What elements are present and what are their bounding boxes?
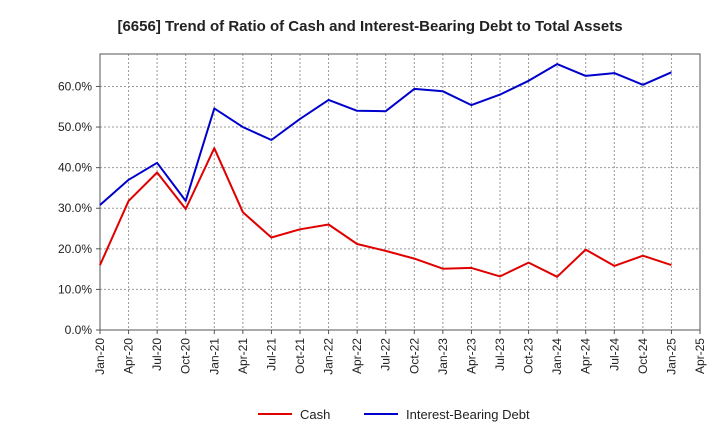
series-line-interest-bearing-debt <box>99 63 672 206</box>
x-tick-label: Apr-25 <box>693 338 707 374</box>
x-tick-label: Oct-23 <box>522 338 536 374</box>
x-tick-label: Oct-24 <box>636 338 650 374</box>
x-tick-label: Apr-24 <box>579 338 593 374</box>
x-axis: Jan-20 Apr-20 Jul-20 Oct-20 Jan-21 Apr-21 Jul-… <box>93 330 707 375</box>
y-tick-label: 60.0% <box>58 79 92 93</box>
legend: Cash Interest-Bearing Debt <box>258 407 530 422</box>
x-tick-label: Jan-23 <box>436 338 450 375</box>
x-tick-label: Jul-22 <box>379 338 393 371</box>
y-tick-label: 40.0% <box>58 161 92 175</box>
x-tick-label: Jul-23 <box>493 338 507 371</box>
plot-area <box>99 53 701 331</box>
x-tick-label: Jan-21 <box>207 338 221 375</box>
x-tick-label: Apr-21 <box>236 338 250 374</box>
x-tick-label: Apr-20 <box>122 338 136 374</box>
x-tick-label: Jan-20 <box>93 338 107 375</box>
y-tick-label: 0.0% <box>65 323 93 337</box>
legend-label: Interest-Bearing Debt <box>406 407 530 422</box>
x-tick-label: Oct-20 <box>179 338 193 374</box>
x-tick-label: Jul-20 <box>150 338 164 371</box>
y-tick-label: 20.0% <box>58 242 92 256</box>
x-tick-label: Oct-22 <box>407 338 421 374</box>
chart-title: [6656] Trend of Ratio of Cash and Intere… <box>117 18 622 35</box>
y-tick-label: 30.0% <box>58 201 92 215</box>
grid <box>100 54 700 330</box>
y-tick-label: 50.0% <box>58 120 92 134</box>
series-layer <box>99 63 672 278</box>
x-tick-label: Apr-22 <box>350 338 364 374</box>
series-line-cash <box>99 147 672 278</box>
x-tick-label: Jul-21 <box>264 338 278 371</box>
x-tick-label: Oct-21 <box>293 338 307 374</box>
x-tick-label: Jan-24 <box>550 338 564 375</box>
x-tick-label: Apr-23 <box>464 338 478 374</box>
x-tick-label: Jul-24 <box>607 338 621 371</box>
y-axis: 0.0% 10.0% 20.0% 30.0% 40.0% 50.0% 60.0% <box>58 79 100 337</box>
x-tick-label: Jan-22 <box>322 338 336 375</box>
x-tick-label: Jan-25 <box>664 338 678 375</box>
legend-label: Cash <box>300 407 330 422</box>
y-tick-label: 10.0% <box>58 282 92 296</box>
